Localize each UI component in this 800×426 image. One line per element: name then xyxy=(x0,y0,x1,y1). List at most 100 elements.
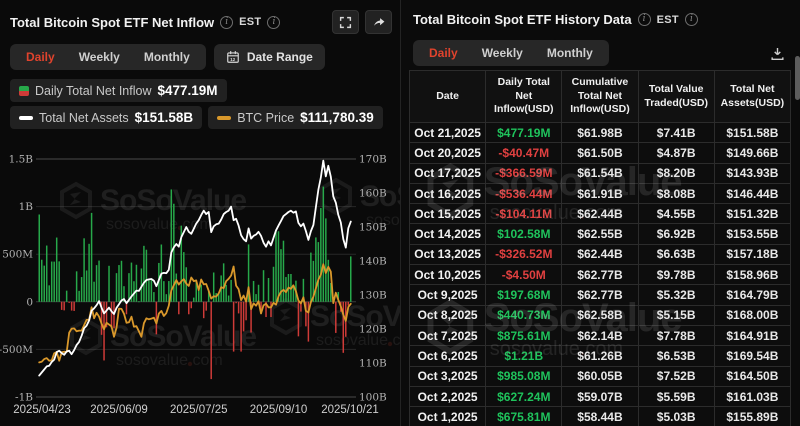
svg-text:110B: 110B xyxy=(359,358,387,370)
svg-text:sosovalue.com: sosovalue.com xyxy=(366,212,400,229)
table-est-info-icon[interactable]: i xyxy=(684,13,698,26)
date-range-label: Date Range xyxy=(246,50,313,64)
cell-cumulative-inflow: $62.77B xyxy=(561,264,639,286)
svg-text:2025/06/09: 2025/06/09 xyxy=(90,404,148,416)
table-body: Oct 21,2025 $477.19M $61.98B $7.41B $151.58B… xyxy=(409,121,791,426)
cell-date: Oct 15,2025 xyxy=(409,203,487,225)
svg-text:-1B: -1B xyxy=(15,392,33,404)
cell-net-assets: $153.55B xyxy=(713,223,791,245)
cell-daily-net-inflow: $985.08M xyxy=(485,365,563,387)
svg-text:160B: 160B xyxy=(359,188,387,200)
tab-weekly[interactable]: Weekly xyxy=(481,46,523,60)
svg-text:170B: 170B xyxy=(359,154,387,166)
page-title: Total Bitcoin Spot ETF Net Inflow xyxy=(10,14,215,30)
date-range-button[interactable]: 12 Date Range xyxy=(213,44,325,70)
cell-daily-net-inflow: $627.24M xyxy=(485,385,563,408)
legend-row-1: Daily Total Net Inflow $477.19M xyxy=(10,79,227,102)
svg-text:2025/10/21: 2025/10/21 xyxy=(321,404,379,416)
cell-value-traded: $6.63B xyxy=(637,243,715,266)
cell-cumulative-inflow: $61.98B xyxy=(561,121,639,144)
table-row: Oct 3,2025 $985.08M $60.05B $7.52B $164.50B xyxy=(409,365,791,387)
cell-date: Oct 20,2025 xyxy=(409,142,487,164)
bar-series-icon xyxy=(19,85,29,96)
interval-tabs: Daily Weekly Monthly xyxy=(413,40,609,66)
legend-total-net-assets[interactable]: Total Net Assets $151.58B xyxy=(10,106,203,129)
cell-net-assets: $157.18B xyxy=(713,243,791,266)
cell-net-assets: $146.44B xyxy=(713,182,791,205)
cell-daily-net-inflow: -$366.59M xyxy=(485,162,563,184)
cell-date: Oct 8,2025 xyxy=(409,304,487,326)
cell-date: Oct 16,2025 xyxy=(409,182,487,205)
cell-daily-net-inflow: $440.73M xyxy=(485,304,563,326)
table-row: Oct 7,2025 $875.61M $62.14B $7.78B $164.91B xyxy=(409,324,791,347)
title-info-icon[interactable]: i xyxy=(220,15,234,29)
table-row: Oct 14,2025 $102.58M $62.55B $6.92B $153.55B xyxy=(409,223,791,245)
cell-cumulative-inflow: $62.14B xyxy=(561,324,639,347)
cell-value-traded: $4.55B xyxy=(637,203,715,225)
history-table: Date Daily Total Net Inflow(USD) Cumulativ… xyxy=(409,70,791,426)
legend-daily-net-inflow[interactable]: Daily Total Net Inflow $477.19M xyxy=(10,79,227,102)
tab-daily[interactable]: Daily xyxy=(26,50,55,64)
cell-daily-net-inflow: $1.21B xyxy=(485,345,563,367)
legend-label: BTC Price xyxy=(237,110,295,125)
left-tabbar: Daily Weekly Monthly 12 Date Range xyxy=(10,44,325,70)
est-info-icon[interactable]: i xyxy=(267,15,281,29)
table-scrollbar[interactable] xyxy=(795,56,800,100)
interval-tabs: Daily Weekly Monthly xyxy=(10,44,206,70)
assets-line-icon xyxy=(19,115,33,120)
download-button[interactable] xyxy=(769,46,786,67)
svg-text:150B: 150B xyxy=(359,222,387,234)
cell-cumulative-inflow: $61.54B xyxy=(561,162,639,184)
est-label: EST xyxy=(239,16,262,28)
cell-date: Oct 2,2025 xyxy=(409,385,487,408)
cell-net-assets: $155.89B xyxy=(713,406,791,426)
tab-daily[interactable]: Daily xyxy=(429,46,458,60)
cell-cumulative-inflow: $61.50B xyxy=(561,142,639,164)
table-row: Oct 1,2025 $675.81M $58.44B $5.03B $155.89B xyxy=(409,406,791,426)
svg-text:140B: 140B xyxy=(359,256,387,268)
cell-net-assets: $164.79B xyxy=(713,284,791,306)
fullscreen-button[interactable] xyxy=(332,10,359,34)
tab-monthly[interactable]: Monthly xyxy=(546,46,593,60)
share-button[interactable] xyxy=(365,10,392,34)
svg-text:500M: 500M xyxy=(2,249,33,261)
cell-net-assets: $164.50B xyxy=(713,365,791,387)
cell-value-traded: $6.53B xyxy=(637,345,715,367)
svg-text:sosovalue.com: sosovalue.com xyxy=(316,332,400,349)
table-title-info-icon[interactable]: i xyxy=(637,13,651,26)
cell-net-assets: $158.96B xyxy=(713,264,791,286)
cell-value-traded: $5.32B xyxy=(637,284,715,306)
cell-net-assets: $168.00B xyxy=(713,304,791,326)
table-row: Oct 10,2025 -$4.50M $62.77B $9.78B $158.96B xyxy=(409,264,791,286)
svg-text:100B: 100B xyxy=(359,392,387,404)
legend-row-2: Total Net Assets $151.58B BTC Price $111… xyxy=(10,106,383,129)
calendar-icon: 12 xyxy=(226,51,239,63)
table-row: Oct 15,2025 -$104.11M $62.44B $4.55B $151.32… xyxy=(409,203,791,225)
legend-value: $477.19M xyxy=(157,83,218,98)
svg-text:-500M: -500M xyxy=(0,344,33,356)
tab-monthly[interactable]: Monthly xyxy=(143,50,190,64)
cell-value-traded: $7.78B xyxy=(637,324,715,347)
cell-net-assets: $161.03B xyxy=(713,385,791,408)
cell-date: Oct 3,2025 xyxy=(409,365,487,387)
cell-date: Oct 13,2025 xyxy=(409,243,487,266)
svg-text:SoSoValue: SoSoValue xyxy=(110,320,256,353)
cell-cumulative-inflow: $58.44B xyxy=(561,406,639,426)
tab-weekly[interactable]: Weekly xyxy=(78,50,120,64)
etf-inflow-chart[interactable]: 1.5B 1B 500M 0 -500M -1B 170B 160B 150B 140B 130B 1… xyxy=(0,132,400,426)
col-header-1: Daily Total Net Inflow(USD) xyxy=(485,70,563,123)
legend-btc-price[interactable]: BTC Price $111,780.39 xyxy=(208,106,383,129)
right-tabbar: Daily Weekly Monthly xyxy=(413,40,609,66)
left-panel-header: Total Bitcoin Spot ETF Net Inflow i EST … xyxy=(10,10,392,34)
col-header-0: Date xyxy=(409,70,487,123)
table-row: Oct 2,2025 $627.24M $59.07B $5.59B $161.03B xyxy=(409,385,791,408)
svg-text:2025/07/25: 2025/07/25 xyxy=(170,404,228,416)
cell-daily-net-inflow: -$104.11M xyxy=(485,203,563,225)
cell-date: Oct 10,2025 xyxy=(409,264,487,286)
table-row: Oct 8,2025 $440.73M $62.58B $5.15B $168.00B xyxy=(409,304,791,326)
cell-cumulative-inflow: $62.44B xyxy=(561,243,639,266)
table-row: Oct 20,2025 -$40.47M $61.50B $4.87B $149.66B xyxy=(409,142,791,164)
cell-cumulative-inflow: $60.05B xyxy=(561,365,639,387)
table-row: Oct 16,2025 -$536.44M $61.91B $8.08B $146.44… xyxy=(409,182,791,205)
legend-value: $111,780.39 xyxy=(300,110,374,125)
